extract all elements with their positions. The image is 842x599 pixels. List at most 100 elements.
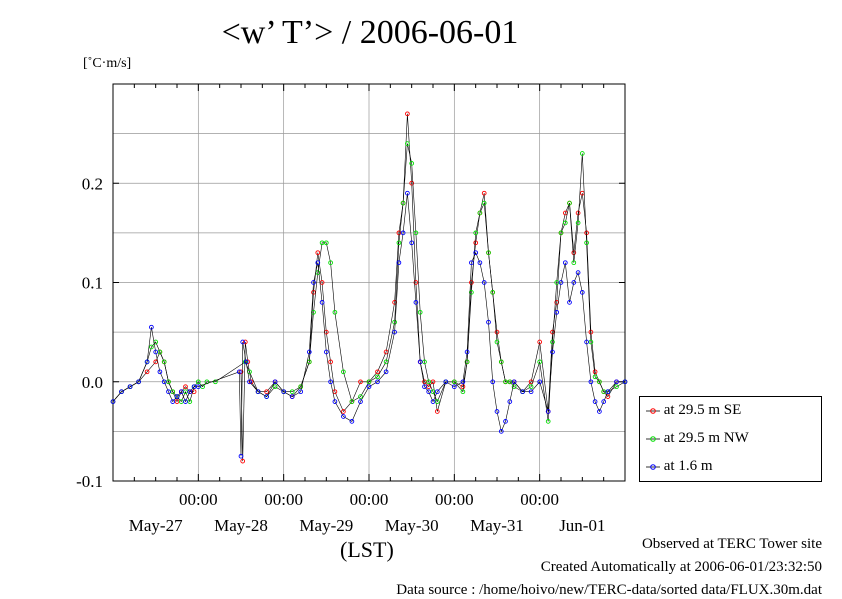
data-point-green	[328, 260, 333, 266]
data-point-green	[358, 394, 363, 399]
data-point-blue	[413, 300, 419, 305]
data-point-blue	[550, 349, 555, 355]
series-line-red	[240, 113, 625, 462]
data-point-blue	[511, 379, 517, 385]
data-point-red	[328, 359, 333, 365]
data-point-blue	[537, 379, 543, 385]
data-point-green	[349, 399, 355, 404]
data-point-blue	[460, 379, 466, 385]
data-point-red	[571, 250, 577, 256]
data-point-green	[562, 220, 568, 226]
data-point-red	[174, 399, 180, 404]
data-point-blue	[430, 399, 436, 404]
data-point-blue	[136, 379, 141, 385]
data-point-green	[464, 359, 470, 365]
data-point-green	[477, 210, 483, 216]
legend-item-nw: at 29.5 m NW	[646, 430, 749, 447]
data-point-blue	[323, 349, 329, 355]
legend-marker-red	[646, 407, 660, 414]
data-point-blue	[503, 419, 508, 424]
data-point-blue	[528, 389, 534, 395]
data-point-green	[187, 399, 193, 404]
y-tick-label: -0.1	[76, 472, 103, 491]
data-point-green	[422, 359, 427, 365]
footer-source: Data source : /home/hoivo/new/TERC-data/…	[396, 582, 822, 598]
data-point-red	[341, 409, 346, 414]
data-point-blue	[247, 379, 252, 385]
data-point-red	[494, 329, 500, 335]
data-point-red	[481, 190, 487, 196]
data-point-blue	[579, 290, 585, 295]
data-point-green	[272, 384, 278, 390]
legend-item-se: at 29.5 m SE	[646, 402, 741, 419]
data-point-red	[242, 339, 248, 345]
data-point-green	[405, 141, 410, 146]
data-point-blue	[144, 359, 150, 365]
data-point-green	[434, 399, 440, 404]
data-point-green	[486, 250, 491, 256]
data-point-green	[498, 359, 504, 365]
data-point-red	[409, 180, 415, 186]
data-point-green	[413, 230, 419, 236]
data-point-blue	[349, 419, 355, 424]
data-point-green	[614, 384, 619, 390]
data-point-red	[315, 250, 321, 256]
data-point-green	[375, 374, 380, 380]
data-point-blue	[195, 384, 201, 390]
data-point-blue	[311, 280, 316, 285]
data-point-green	[426, 379, 432, 385]
data-point-blue	[481, 280, 487, 285]
data-point-green	[537, 359, 543, 365]
data-point-green	[200, 384, 205, 390]
data-point-blue	[396, 260, 402, 266]
data-point-green	[166, 379, 171, 385]
series-line-red	[112, 351, 195, 403]
data-point-blue	[405, 190, 410, 196]
data-point-green	[575, 220, 581, 226]
data-point-blue	[554, 309, 560, 315]
data-point-green	[396, 240, 402, 246]
data-point-red	[191, 389, 197, 395]
data-point-green	[149, 344, 154, 350]
legend-label-nw: at 29.5 m NW	[663, 430, 749, 446]
data-point-blue	[477, 260, 483, 266]
legend-marker-green	[646, 435, 660, 442]
data-point-blue	[567, 300, 572, 305]
data-point-green	[481, 200, 487, 206]
series-line-green	[112, 143, 626, 422]
data-point-blue	[366, 384, 372, 390]
data-point-blue	[562, 260, 568, 266]
data-point-blue	[187, 389, 193, 395]
data-point-green	[511, 384, 517, 390]
data-point-blue	[473, 250, 479, 256]
data-point-blue	[127, 384, 133, 390]
data-point-blue	[605, 389, 611, 395]
data-point-blue	[464, 349, 470, 355]
data-point-red	[584, 230, 589, 236]
footer-created: Created Automatically at 2006-06-01/23:3…	[540, 559, 822, 575]
x-date-label: May-28	[214, 516, 268, 535]
x-date-label: May-31	[470, 516, 524, 535]
data-point-blue	[358, 399, 363, 404]
data-point-blue	[469, 260, 474, 266]
data-point-blue	[153, 349, 159, 355]
legend-label-se: at 29.5 m SE	[663, 402, 742, 418]
data-point-blue	[588, 379, 594, 385]
data-point-blue	[520, 389, 525, 395]
data-point-blue	[507, 399, 513, 404]
data-point-blue	[328, 379, 333, 385]
data-point-blue	[178, 389, 184, 395]
data-point-blue	[400, 230, 406, 236]
data-point-red	[405, 111, 410, 117]
data-point-blue	[486, 319, 491, 325]
data-point-blue	[601, 399, 607, 404]
data-point-green	[392, 319, 397, 325]
data-point-blue	[498, 429, 504, 434]
data-point-red	[588, 329, 594, 335]
y-tick-label: 0.0	[82, 373, 103, 392]
legend: at 29.5 m SE at 29.5 m NW at 1.6 m	[639, 396, 822, 482]
data-point-green	[298, 384, 304, 390]
data-point-blue	[264, 394, 269, 399]
data-point-blue	[281, 389, 287, 395]
data-point-blue	[417, 359, 423, 365]
